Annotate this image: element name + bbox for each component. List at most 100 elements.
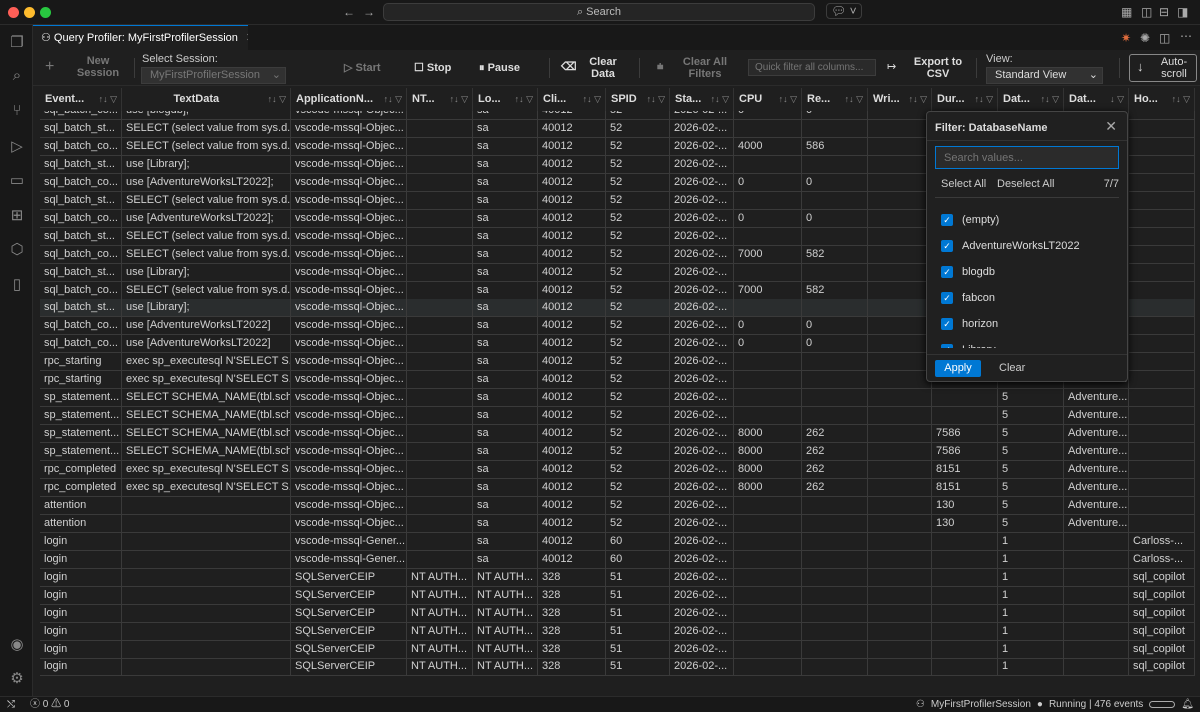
- account-icon[interactable]: ◉: [10, 636, 24, 653]
- book-icon[interactable]: ▯: [12, 276, 22, 293]
- table-row[interactable]: sql_batch_st... SELECT (select value from…: [40, 191, 1195, 210]
- filter-icon[interactable]: ▽: [526, 94, 533, 104]
- filter-icon[interactable]: ▽: [1183, 94, 1190, 104]
- select-all-link[interactable]: Select All: [941, 178, 987, 190]
- toggle-secondary-sidebar-icon[interactable]: ◨: [1177, 5, 1189, 19]
- sort-icon[interactable]: ↑↓: [1171, 94, 1181, 104]
- sort-icon[interactable]: ↑↓: [514, 94, 524, 104]
- copilot-icon[interactable]: ✺: [1140, 31, 1151, 45]
- column-header[interactable]: Re... ↑↓ ▽: [802, 88, 868, 111]
- checkbox[interactable]: ✓: [941, 214, 953, 226]
- view-select[interactable]: Standard View ⌄: [986, 67, 1103, 84]
- filter-option-label[interactable]: horizon: [962, 318, 999, 330]
- quick-filter-input[interactable]: [748, 59, 876, 76]
- clear-all-filters-button[interactable]: ⩧ Clear All Filters: [657, 56, 728, 80]
- sort-icon[interactable]: ↑↓: [844, 94, 854, 104]
- copilot-status-icon[interactable]: ⚇: [915, 699, 925, 710]
- filter-icon[interactable]: ▽: [395, 94, 402, 104]
- minimize-window-button[interactable]: [24, 7, 35, 18]
- table-row[interactable]: sp_statement... SELECT SCHEMA_NAME(tbl.sc…: [40, 389, 1195, 408]
- autoscroll-button[interactable]: ↓ Auto-scroll: [1129, 54, 1197, 82]
- table-row[interactable]: login SQLServerCEIP NT AUTH... NT AUTH... 32…: [40, 640, 1195, 659]
- customize-layout-icon[interactable]: ▦: [1121, 5, 1133, 19]
- column-header[interactable]: Lo... ↑↓ ▽: [473, 88, 538, 111]
- pause-button[interactable]: ⏸︎ Pause: [479, 62, 520, 74]
- table-row[interactable]: attention vscode-mssql-Objec... sa 40012 52 2…: [40, 514, 1195, 533]
- column-header[interactable]: Dat... ↓ ▽: [1064, 88, 1129, 111]
- toggle-sidebar-icon[interactable]: ◫: [1141, 5, 1153, 19]
- table-row[interactable]: rpc_starting exec sp_executesql N'SELECT …: [40, 371, 1195, 390]
- table-row[interactable]: login SQLServerCEIP NT AUTH... NT AUTH... 32…: [40, 604, 1195, 623]
- close-tab-icon[interactable]: ✕: [246, 32, 248, 44]
- column-header[interactable]: TextData ↑↓ ▽: [122, 88, 291, 111]
- bug-icon[interactable]: ✷: [1121, 31, 1132, 45]
- filter-option-label[interactable]: AdventureWorksLT2022: [962, 240, 1080, 252]
- checkbox[interactable]: ✓: [941, 266, 953, 278]
- table-row[interactable]: login SQLServerCEIP NT AUTH... NT AUTH... 32…: [40, 658, 1195, 677]
- table-row[interactable]: login SQLServerCEIP NT AUTH... NT AUTH... 32…: [40, 586, 1195, 605]
- toggle-panel-icon[interactable]: ⊟: [1159, 5, 1170, 19]
- extensions-icon[interactable]: ⊞: [10, 207, 24, 224]
- table-row[interactable]: sql_batch_co...use [blogdb];vscode-mssql…: [40, 111, 1195, 120]
- table-row[interactable]: login vscode-mssql-Gener... sa 40012 60 2026-…: [40, 550, 1195, 569]
- export-csv-button[interactable]: ↦ Export to CSV: [887, 56, 963, 80]
- checkbox[interactable]: ✓: [941, 344, 953, 348]
- column-header[interactable]: CPU ↑↓ ▽: [734, 88, 802, 111]
- clear-button[interactable]: Clear: [999, 362, 1026, 374]
- sort-icon[interactable]: ↑↓: [710, 94, 720, 104]
- close-window-button[interactable]: [8, 7, 19, 18]
- filter-icon[interactable]: ▽: [594, 94, 601, 104]
- column-header[interactable]: Event... ↑↓ ▽: [40, 88, 122, 111]
- filter-icon[interactable]: ▽: [790, 94, 797, 104]
- table-row[interactable]: sql_batch_st... SELECT (select value from…: [40, 227, 1195, 246]
- events-grid[interactable]: sql_batch_co...use [blogdb];vscode-mssql…: [40, 111, 1195, 685]
- column-header[interactable]: SPID ↑↓ ▽: [606, 88, 670, 111]
- maximize-window-button[interactable]: [40, 7, 51, 18]
- table-row[interactable]: sql_batch_co... use [AdventureWorksLT2022…: [40, 317, 1195, 336]
- table-row[interactable]: sql_batch_st... use [Library]; vscode-mssq…: [40, 155, 1195, 174]
- session-select[interactable]: MyFirstProfilerSession ⌄: [141, 67, 286, 84]
- table-row[interactable]: sp_statement... SELECT SCHEMA_NAME(tbl.sc…: [40, 407, 1195, 426]
- filter-icon[interactable]: ▽: [461, 94, 468, 104]
- sort-icon[interactable]: ↑↓: [267, 94, 277, 104]
- column-header[interactable]: Dur... ↑↓ ▽: [932, 88, 998, 111]
- sort-icon[interactable]: ↑↓: [98, 94, 108, 104]
- start-button[interactable]: ▷ Start: [344, 62, 381, 74]
- table-row[interactable]: rpc_completed exec sp_executesql N'SELECT…: [40, 461, 1195, 479]
- column-header[interactable]: Ho... ↑↓ ▽: [1129, 88, 1195, 111]
- search-icon[interactable]: ⌕: [12, 67, 22, 84]
- remote-explorer-icon[interactable]: ▭: [9, 172, 25, 189]
- checkbox[interactable]: ✓: [941, 240, 953, 252]
- command-search[interactable]: ⌕ Search: [383, 3, 815, 21]
- apply-button[interactable]: Apply: [935, 360, 981, 377]
- settings-gear-icon[interactable]: ⚙: [10, 670, 24, 687]
- table-row[interactable]: login SQLServerCEIP NT AUTH... NT AUTH... 32…: [40, 622, 1195, 641]
- filter-icon[interactable]: ▽: [856, 94, 863, 104]
- table-row[interactable]: sql_batch_co... SELECT (select value from…: [40, 281, 1195, 300]
- sort-icon[interactable]: ↑↓: [449, 94, 459, 104]
- filter-option-label[interactable]: (empty): [962, 214, 1000, 226]
- problems-indicator[interactable]: ⓧ 0 ⚠ 0: [30, 699, 70, 710]
- run-debug-icon[interactable]: ▷: [11, 138, 23, 155]
- sort-icon[interactable]: ↑↓: [1040, 94, 1050, 104]
- table-row[interactable]: attention vscode-mssql-Objec... sa 40012 52 2…: [40, 496, 1195, 515]
- filter-options-list[interactable]: ✓ (empty) ✓ AdventureWorksLT2022 ✓ blogdb ✓ fab…: [927, 200, 1127, 348]
- filter-icon[interactable]: ▽: [722, 94, 729, 104]
- table-row[interactable]: rpc_completed exec sp_executesql N'SELECT…: [40, 478, 1195, 497]
- column-header[interactable]: Dat... ↑↓ ▽: [998, 88, 1064, 111]
- column-header[interactable]: Cli... ↑↓ ▽: [538, 88, 606, 111]
- toggle-icon[interactable]: [1149, 701, 1176, 708]
- filter-option-label[interactable]: blogdb: [962, 266, 996, 278]
- filter-option-label[interactable]: Library: [962, 344, 996, 348]
- filter-option-label[interactable]: fabcon: [962, 292, 996, 304]
- remote-icon[interactable]: ⤭: [7, 699, 15, 710]
- sort-icon[interactable]: ↑↓: [582, 94, 592, 104]
- split-editor-icon[interactable]: ◫: [1159, 31, 1171, 45]
- tab-query-profiler[interactable]: ⚇ Query Profiler: MyFirstProfilerSession…: [33, 25, 248, 50]
- notification-bell-icon[interactable]: 🔔︎: [1181, 699, 1194, 710]
- column-header[interactable]: Wri... ↑↓ ▽: [868, 88, 932, 111]
- checkbox[interactable]: ✓: [941, 318, 953, 330]
- sort-icon[interactable]: ↓: [1110, 94, 1115, 104]
- more-actions-icon[interactable]: ⋯: [1180, 29, 1192, 43]
- new-session-button[interactable]: + New Session: [45, 55, 120, 79]
